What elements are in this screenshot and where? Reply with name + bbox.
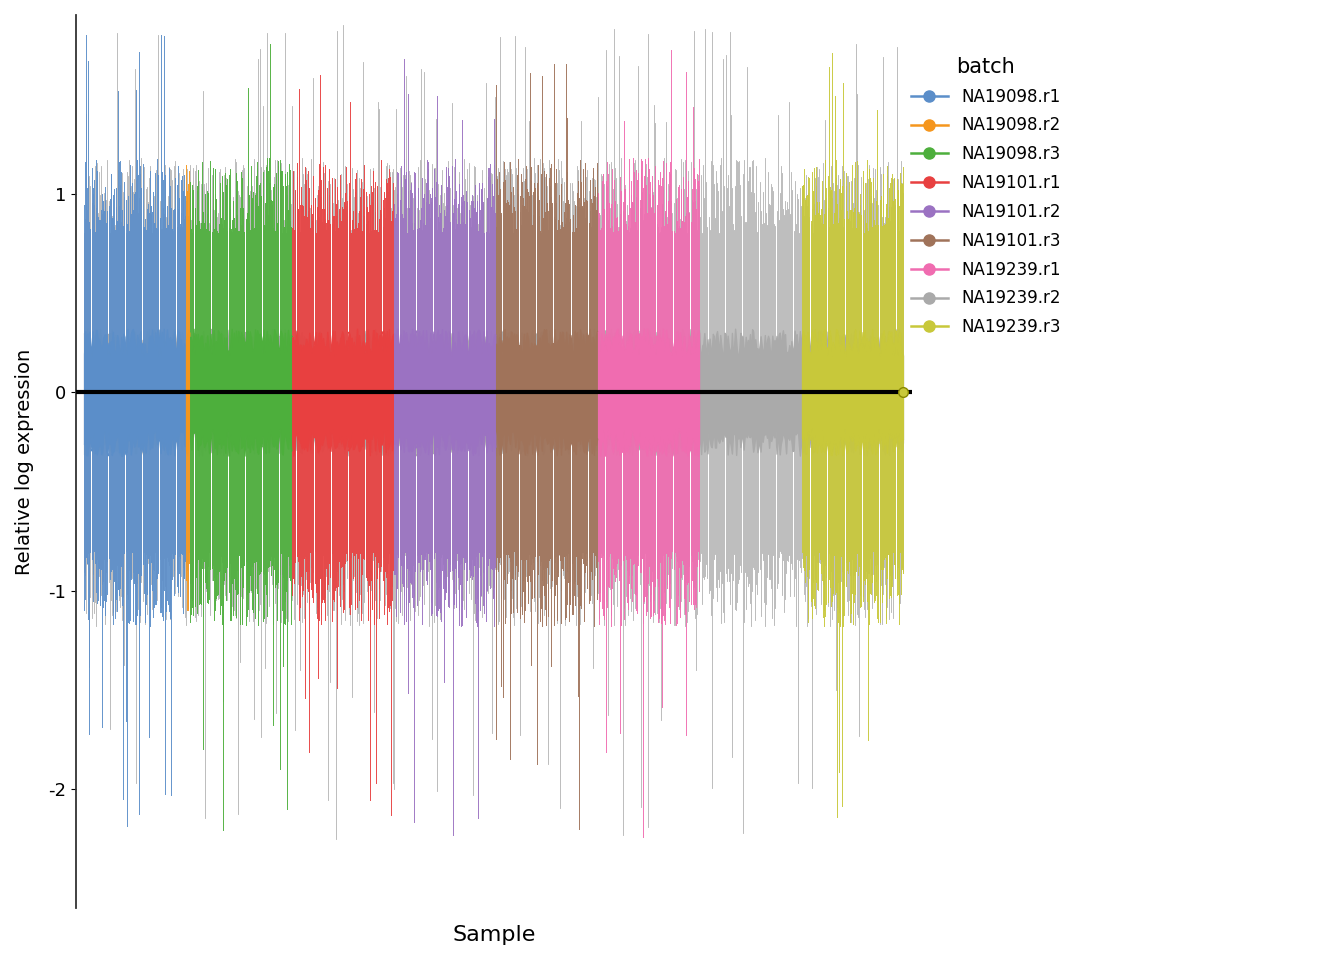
Y-axis label: Relative log expression: Relative log expression: [15, 348, 34, 575]
X-axis label: Sample: Sample: [453, 925, 536, 945]
Legend: NA19098.r1, NA19098.r2, NA19098.r3, NA19101.r1, NA19101.r2, NA19101.r3, NA19239.: NA19098.r1, NA19098.r2, NA19098.r3, NA19…: [905, 50, 1067, 343]
